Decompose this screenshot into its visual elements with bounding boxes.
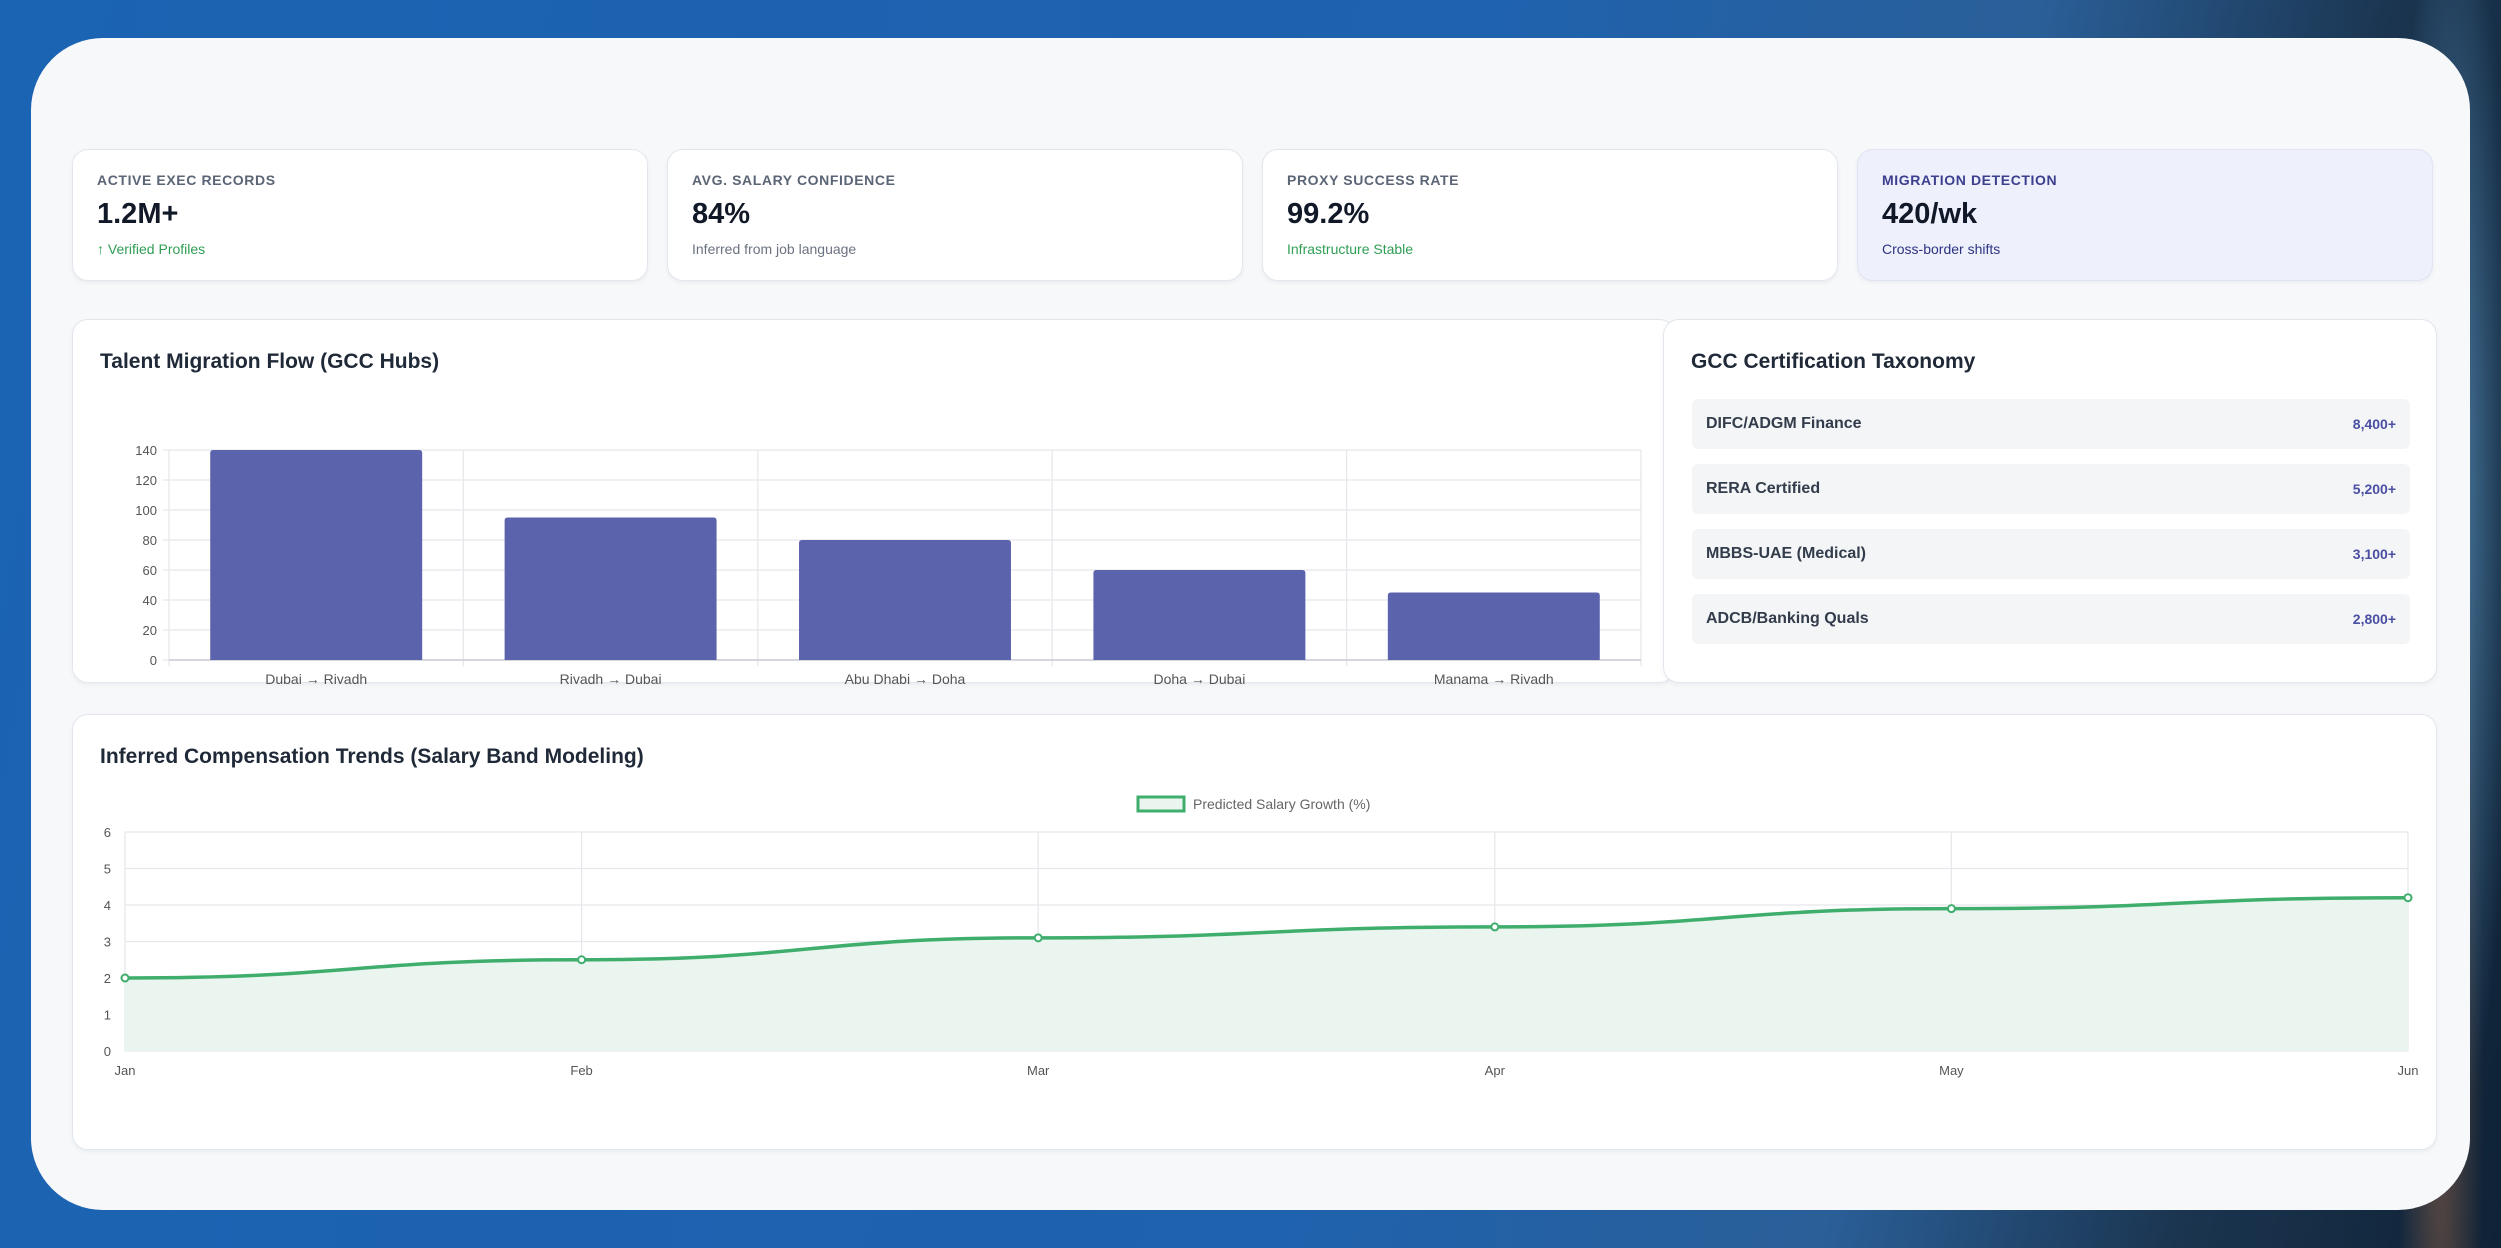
- x-tick-label: Manama → Riyadh: [1434, 671, 1554, 684]
- taxonomy-count: 3,100+: [2352, 546, 2396, 562]
- taxonomy-name: DIFC/ADGM Finance: [1706, 415, 1862, 432]
- y-tick-label: 1: [104, 1008, 111, 1023]
- taxonomy-count: 8,400+: [2352, 416, 2396, 432]
- y-tick-label: 40: [143, 593, 157, 608]
- compensation-chart-card: Inferred Compensation Trends (Salary Ban…: [72, 714, 2437, 1150]
- y-tick-label: 5: [104, 862, 111, 877]
- migration-bar-chart: 0 20 40 60 80 100 120 140 Dubai → Riyadh Riyadh →…: [135, 443, 1642, 684]
- taxonomy-count: 2,800+: [2352, 611, 2396, 627]
- bar: [1093, 570, 1306, 660]
- data-point: [2403, 893, 2413, 903]
- taxonomy-row-difc-adgm: DIFC/ADGM Finance 8,400+: [1692, 399, 2410, 449]
- data-point: [1946, 904, 1956, 914]
- kpi-label: MIGRATION DETECTION: [1882, 172, 2058, 188]
- kpi-card-active-exec-records: ACTIVE EXEC RECORDS 1.2M+ ↑ Verified Pro…: [72, 149, 648, 281]
- y-tick-label: 100: [135, 503, 157, 518]
- x-tick-label: Riyadh → Dubai: [560, 671, 662, 684]
- compensation-line-chart: 0 1 2 3 4 5 6 Jan Feb Mar Apr May Jun Predicted Salar…: [104, 795, 2419, 1078]
- x-tick-label: Jun: [2398, 1063, 2419, 1078]
- kpi-subtext: ↑ Verified Profiles: [97, 241, 206, 257]
- taxonomy-count: 5,200+: [2352, 481, 2396, 497]
- compensation-chart-title: Inferred Compensation Trends (Salary Ban…: [100, 745, 644, 768]
- y-tick-label: 2: [104, 971, 111, 986]
- kpi-subtext: Cross-border shifts: [1882, 241, 2001, 257]
- y-tick-label: 60: [143, 563, 157, 578]
- kpi-label: ACTIVE EXEC RECORDS: [97, 172, 276, 188]
- kpi-value: 84%: [692, 198, 751, 230]
- y-tick-label: 140: [135, 443, 157, 458]
- taxonomy-name: RERA Certified: [1706, 480, 1821, 497]
- bar: [504, 517, 717, 660]
- x-tick-label: Jan: [115, 1063, 136, 1078]
- migration-chart-title: Talent Migration Flow (GCC Hubs): [100, 350, 440, 373]
- y-tick-label: 80: [143, 533, 157, 548]
- kpi-card-avg-salary-confidence: AVG. SALARY CONFIDENCE 84% Inferred from…: [667, 149, 1243, 281]
- kpi-value: 99.2%: [1287, 198, 1370, 230]
- taxonomy-name: ADCB/Banking Quals: [1706, 610, 1869, 627]
- kpi-subtext: Infrastructure Stable: [1287, 241, 1414, 257]
- taxonomy-row-rera: RERA Certified 5,200+: [1692, 464, 2410, 514]
- legend-label: Predicted Salary Growth (%): [1193, 796, 1370, 812]
- y-tick-label: 0: [150, 653, 157, 668]
- x-tick-label: Feb: [570, 1063, 592, 1078]
- legend-swatch: [1136, 795, 1186, 813]
- x-tick-label: May: [1939, 1063, 1964, 1078]
- bar: [210, 450, 423, 660]
- y-tick-label: 0: [104, 1044, 111, 1059]
- y-tick-label: 20: [143, 623, 157, 638]
- bar: [1387, 592, 1600, 660]
- taxonomy-row-mbbs: MBBS-UAE (Medical) 3,100+: [1692, 529, 2410, 579]
- taxonomy-card: GCC Certification Taxonomy DIFC/ADGM Fin…: [1663, 319, 2437, 683]
- taxonomy-name: MBBS-UAE (Medical): [1706, 545, 1867, 562]
- bar: [799, 540, 1011, 660]
- y-tick-label: 3: [104, 935, 111, 950]
- y-tick-label: 4: [104, 898, 111, 913]
- x-tick-label: Doha → Dubai: [1153, 671, 1245, 684]
- series-line: [124, 895, 2409, 980]
- data-point: [1033, 933, 1043, 943]
- taxonomy-row-adcb: ADCB/Banking Quals 2,800+: [1692, 594, 2410, 644]
- kpi-value: 420/wk: [1882, 198, 1978, 230]
- migration-chart-card: Talent Migration Flow (GCC Hubs) 0 20 40 60…: [72, 319, 1675, 684]
- x-tick-label: Abu Dhabi → Doha: [845, 671, 966, 684]
- kpi-value: 1.2M+: [97, 198, 179, 230]
- kpi-label: PROXY SUCCESS RATE: [1287, 172, 1460, 188]
- kpi-card-proxy-success-rate: PROXY SUCCESS RATE 99.2% Infrastructure …: [1262, 149, 1838, 281]
- kpi-subtext: Inferred from job language: [692, 241, 857, 257]
- kpi-label: AVG. SALARY CONFIDENCE: [692, 172, 896, 188]
- y-tick-label: 6: [104, 825, 111, 840]
- series-area: [125, 897, 2408, 1051]
- x-tick-label: Apr: [1485, 1063, 1506, 1078]
- kpi-card-migration-detection: MIGRATION DETECTION 420/wk Cross-border …: [1857, 149, 2433, 281]
- data-point: [1490, 922, 1500, 932]
- x-tick-label: Dubai → Riyadh: [265, 671, 367, 684]
- x-tick-label: Mar: [1027, 1063, 1050, 1078]
- data-point: [120, 973, 130, 983]
- dashboard-panel: ACTIVE EXEC RECORDS 1.2M+ ↑ Verified Pro…: [31, 38, 2470, 1210]
- taxonomy-title: GCC Certification Taxonomy: [1691, 350, 1976, 373]
- data-point: [577, 955, 587, 965]
- y-tick-label: 120: [135, 473, 157, 488]
